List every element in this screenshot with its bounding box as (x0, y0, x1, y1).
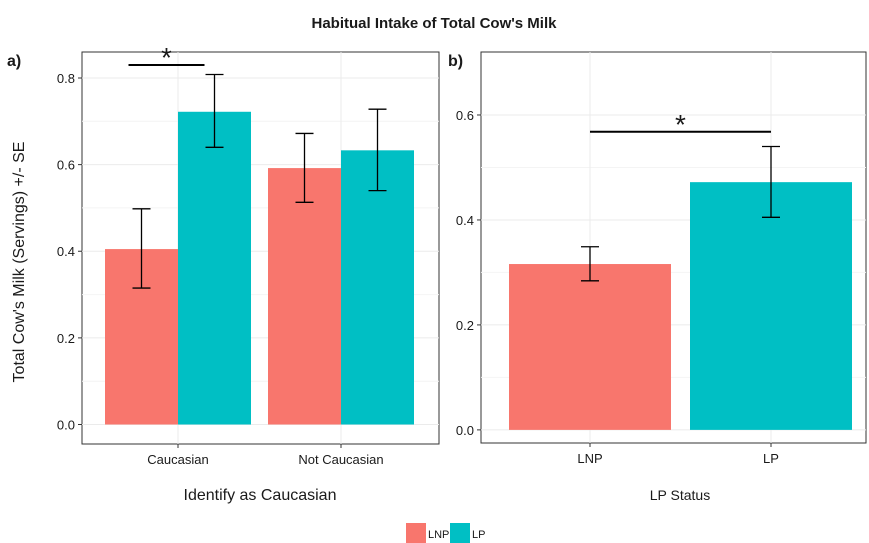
y-tick-label: 0.4 (57, 244, 75, 259)
y-tick-label: 0.8 (57, 71, 75, 86)
significance-star: * (675, 109, 686, 140)
y-tick-label: 0.4 (456, 213, 474, 228)
panel-b: b) 0.0 0.2 0.4 0.6 LNP LP * LP Status (448, 51, 867, 503)
panel-a: a) 0.0 0.2 0.4 0.6 0.8 Caucasian Not Caucasia… (7, 42, 440, 504)
panel-b-x-ticks: LNP LP (577, 443, 779, 466)
figure-title: Habitual Intake of Total Cow's Milk (312, 15, 558, 32)
panel-b-label: b) (448, 53, 463, 70)
panel-b-error-bars (581, 145, 780, 282)
panel-b-x-axis-label: LP Status (650, 487, 710, 503)
bar-lnp-not-caucasian (268, 168, 341, 425)
y-axis-label: Total Cow's Milk (Servings) +/- SE (11, 142, 28, 383)
panel-a-x-axis-label: Identify as Caucasian (184, 487, 337, 504)
x-tick-label: Not Caucasian (298, 452, 383, 467)
panel-a-label: a) (7, 53, 21, 70)
bar-lp-not-caucasian (341, 150, 414, 425)
legend-swatch-lp (450, 523, 470, 543)
panel-b-significance: * (590, 109, 771, 140)
x-tick-label: LNP (577, 451, 602, 466)
legend-label-lnp: LNP (428, 529, 449, 541)
significance-star: * (161, 42, 172, 73)
legend-label-lp: LP (472, 529, 485, 541)
panel-a-error-bars (132, 73, 387, 289)
bar-lp (690, 182, 852, 430)
x-tick-label: LP (763, 451, 779, 466)
y-tick-label: 0.2 (57, 331, 75, 346)
panel-b-y-ticks: 0.0 0.2 0.4 0.6 (456, 108, 481, 438)
legend: LNP LP (406, 523, 485, 543)
y-tick-label: 0.6 (456, 108, 474, 123)
x-tick-label: Caucasian (147, 452, 208, 467)
panel-a-x-ticks: Caucasian Not Caucasian (147, 444, 384, 467)
y-tick-label: 0.6 (57, 158, 75, 173)
legend-swatch-lnp (406, 523, 426, 543)
y-tick-label: 0.0 (57, 418, 75, 433)
panel-a-significance: * (128, 42, 205, 73)
bar-lnp (509, 264, 671, 430)
y-tick-label: 0.0 (456, 423, 474, 438)
panel-a-bars (105, 111, 414, 425)
panel-a-y-ticks: 0.0 0.2 0.4 0.6 0.8 (57, 71, 82, 433)
bar-lp-caucasian (178, 111, 251, 425)
y-tick-label: 0.2 (456, 318, 474, 333)
panel-b-bars (509, 182, 852, 430)
